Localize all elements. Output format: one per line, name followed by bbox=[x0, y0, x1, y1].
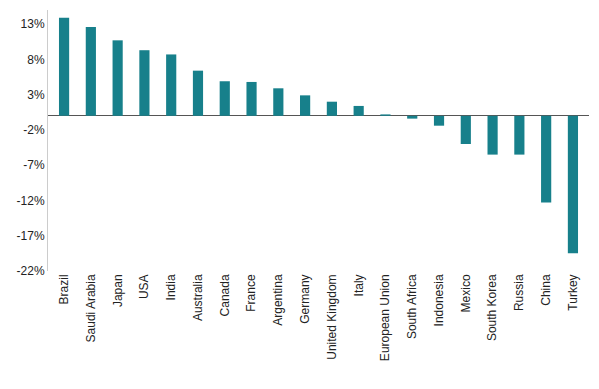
svg-text:Japan: Japan bbox=[111, 274, 125, 307]
svg-text:-22%: -22% bbox=[17, 264, 45, 278]
svg-text:Mexico: Mexico bbox=[459, 274, 473, 312]
svg-text:USA: USA bbox=[137, 274, 151, 299]
svg-text:Saudi Arabia: Saudi Arabia bbox=[84, 274, 98, 342]
svg-text:France: France bbox=[244, 274, 258, 312]
svg-text:Turkey: Turkey bbox=[566, 274, 580, 310]
svg-text:-12%: -12% bbox=[17, 194, 45, 208]
svg-text:Australia: Australia bbox=[191, 274, 205, 321]
svg-text:Italy: Italy bbox=[352, 274, 366, 296]
svg-text:-17%: -17% bbox=[17, 229, 45, 243]
svg-text:3%: 3% bbox=[27, 88, 45, 102]
svg-text:China: China bbox=[539, 274, 553, 306]
svg-text:13%: 13% bbox=[21, 17, 45, 31]
svg-text:Canada: Canada bbox=[218, 274, 232, 316]
svg-text:Germany: Germany bbox=[298, 274, 312, 323]
svg-text:India: India bbox=[164, 274, 178, 300]
svg-text:-2%: -2% bbox=[23, 123, 45, 137]
svg-text:United Kingdom: United Kingdom bbox=[325, 274, 339, 359]
svg-text:Indonesia: Indonesia bbox=[432, 274, 446, 326]
svg-text:South Africa: South Africa bbox=[405, 274, 419, 339]
svg-text:South Korea: South Korea bbox=[485, 274, 499, 341]
svg-text:-7%: -7% bbox=[23, 158, 45, 172]
svg-text:Brazil: Brazil bbox=[57, 274, 71, 304]
svg-text:Russia: Russia bbox=[512, 274, 526, 311]
svg-text:8%: 8% bbox=[27, 53, 45, 67]
svg-text:European Union: European Union bbox=[378, 274, 392, 361]
svg-text:Argentina: Argentina bbox=[271, 274, 285, 326]
